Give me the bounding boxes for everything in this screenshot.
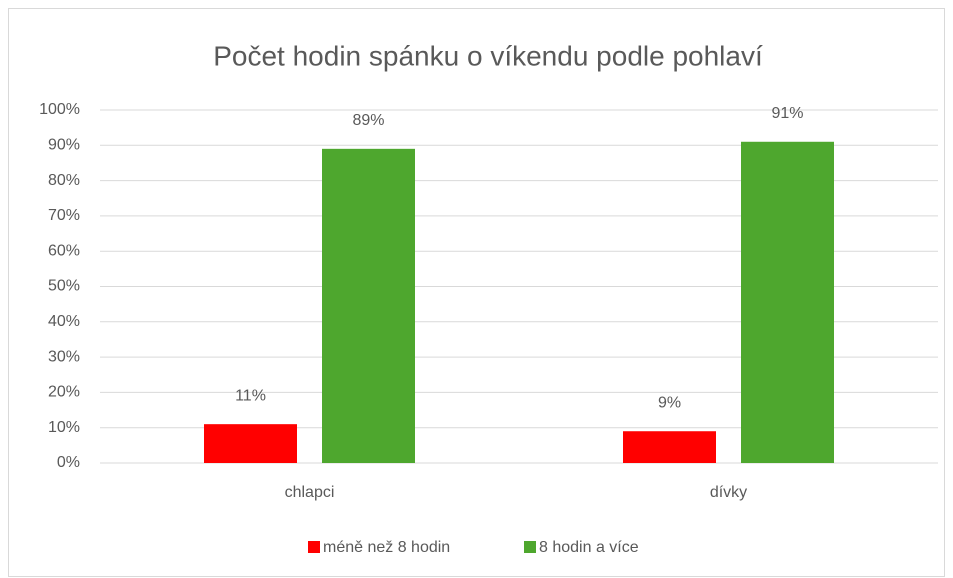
data-label: 91% [771,105,803,122]
legend-swatch [524,541,536,553]
data-label: 11% [235,387,266,404]
bar [741,141,834,463]
bar [322,148,415,463]
y-tick-label: 70% [48,207,80,224]
y-tick-label: 20% [48,384,80,401]
x-tick-label: dívky [710,484,747,501]
y-tick-label: 30% [48,348,80,365]
data-label: 9% [658,394,681,411]
y-tick-label: 90% [48,137,80,154]
y-tick-label: 80% [48,172,80,189]
y-tick-label: 40% [48,313,80,330]
y-tick-label: 10% [48,419,80,436]
x-tick-label: chlapci [285,484,335,501]
y-tick-label: 60% [48,242,80,259]
bar [204,424,297,463]
data-label: 89% [352,112,384,129]
legend-swatch [308,541,320,553]
y-tick-label: 50% [48,278,80,295]
y-tick-label: 0% [57,454,80,471]
legend-label: méně než 8 hodin [323,539,450,556]
legend-label: 8 hodin a více [539,539,639,556]
chart-title: Počet hodin spánku o víkendu podle pohla… [213,40,763,71]
y-tick-label: 100% [39,101,80,118]
bar [623,431,716,463]
